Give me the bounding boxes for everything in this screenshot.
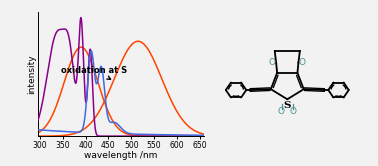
Text: O: O: [299, 58, 306, 67]
Text: O: O: [278, 107, 285, 116]
Y-axis label: intensity: intensity: [28, 54, 36, 94]
Text: O: O: [290, 107, 297, 116]
Text: O: O: [269, 58, 276, 67]
Text: oxidation at S: oxidation at S: [61, 66, 127, 79]
Text: S: S: [284, 101, 291, 110]
X-axis label: wavelength /nm: wavelength /nm: [84, 151, 158, 160]
